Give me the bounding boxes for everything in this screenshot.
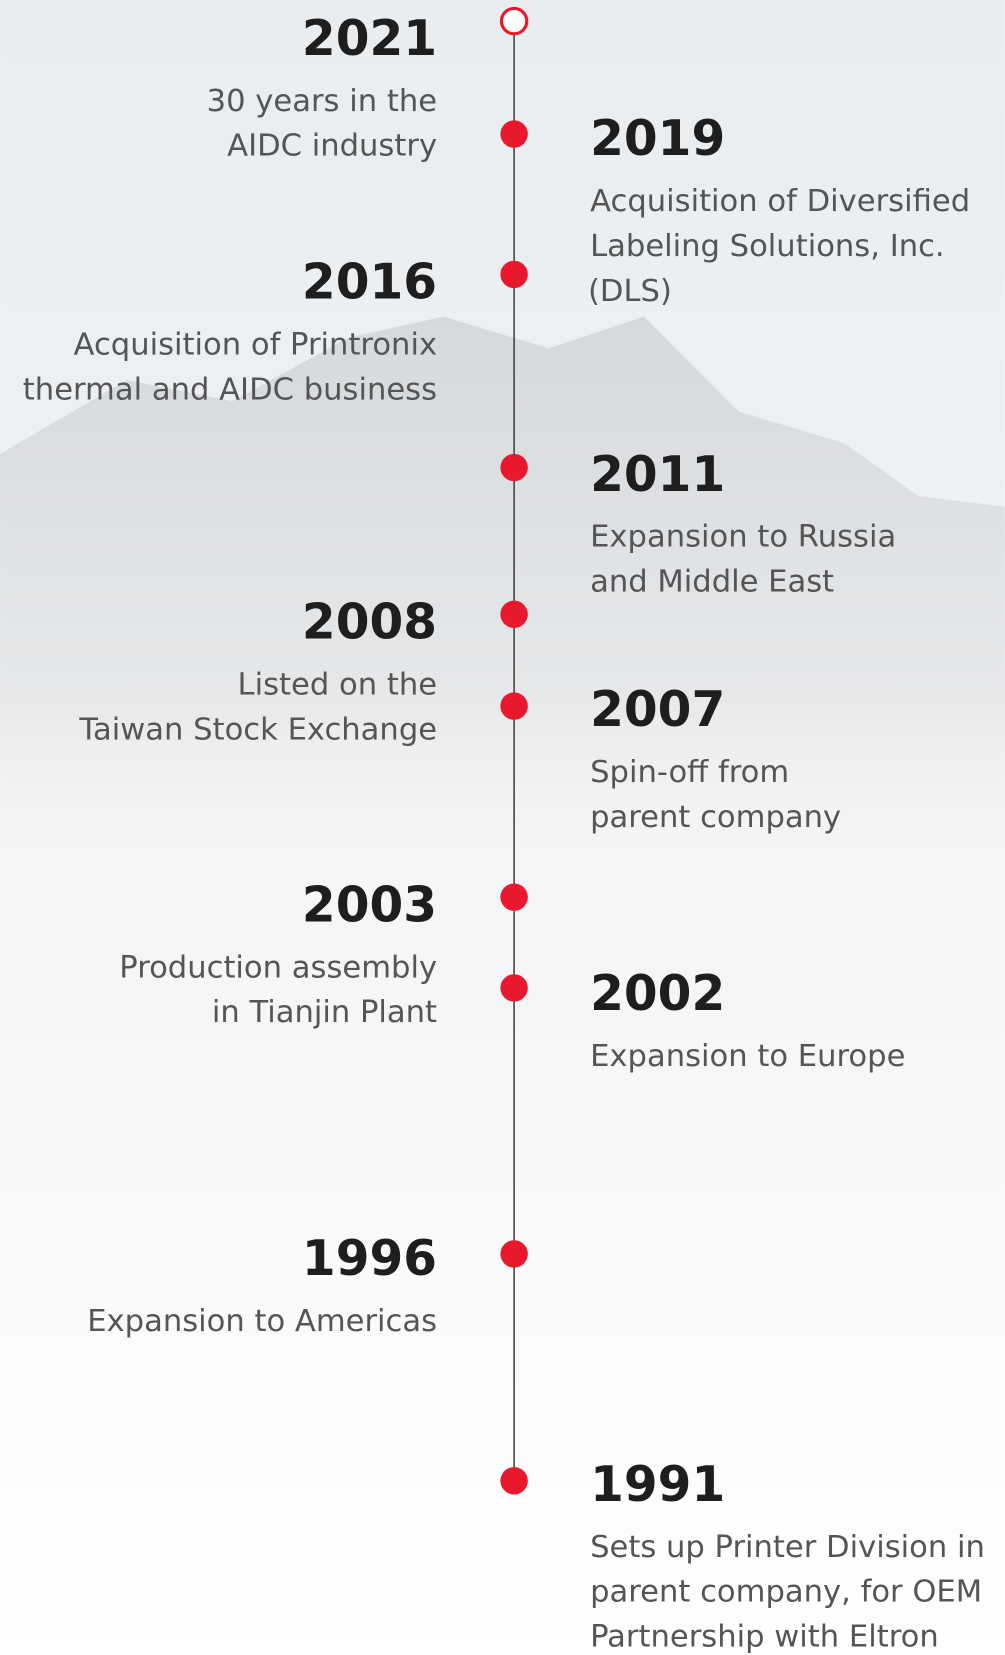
- event-year: 2008: [302, 595, 437, 651]
- event-year: 1996: [302, 1231, 437, 1287]
- event-year: 1991: [590, 1457, 725, 1513]
- event-description: (DLS): [588, 274, 672, 309]
- event-description: Expansion to Americas: [87, 1304, 437, 1339]
- event-description: 30 years in the: [207, 84, 437, 119]
- event-description: Spin-off from: [590, 755, 789, 790]
- event-description: Expansion to Europe: [590, 1039, 905, 1074]
- event-description: Expansion to Russia: [590, 520, 896, 555]
- timeline-marker: [500, 1240, 527, 1267]
- event-description: parent company, for OEM: [590, 1575, 982, 1610]
- event-year: 2019: [590, 111, 725, 167]
- timeline-marker: [500, 454, 527, 481]
- event-description: parent company: [590, 800, 841, 835]
- event-description: in Tianjin Plant: [212, 995, 437, 1030]
- timeline-page: 2021 30 years in the AIDC industry 2019 Acqu…: [0, 0, 1005, 1655]
- event-year: 2011: [590, 447, 725, 503]
- event-year: 2003: [302, 877, 437, 933]
- timeline-marker: [500, 974, 527, 1001]
- event-description: Partnership with Eltron: [590, 1620, 939, 1655]
- event-description: Acquisition of Printronix: [74, 328, 438, 363]
- event-description: thermal and AIDC business: [23, 373, 437, 408]
- timeline-marker: [500, 120, 527, 147]
- timeline-marker: [500, 1467, 527, 1494]
- event-year: 2002: [590, 966, 725, 1022]
- event-description: Sets up Printer Division in: [590, 1530, 985, 1565]
- event-description: Acquisition of Diversified: [590, 184, 970, 219]
- event-description: Listed on the: [238, 668, 438, 703]
- timeline-marker: [500, 692, 527, 719]
- event-description: and Middle East: [590, 565, 834, 600]
- timeline-marker: [500, 261, 527, 288]
- timeline-marker: [500, 883, 527, 910]
- event-year: 2021: [302, 11, 437, 67]
- timeline-marker-current: [501, 8, 526, 33]
- event-description: Production assembly: [119, 950, 437, 985]
- event-description: AIDC industry: [227, 129, 437, 164]
- timeline-marker: [500, 601, 527, 628]
- event-year: 2016: [302, 255, 437, 311]
- event-year: 2007: [590, 682, 725, 738]
- event-description: Labeling Solutions, Inc.: [590, 229, 945, 264]
- event-description: Taiwan Stock Exchange: [78, 712, 437, 747]
